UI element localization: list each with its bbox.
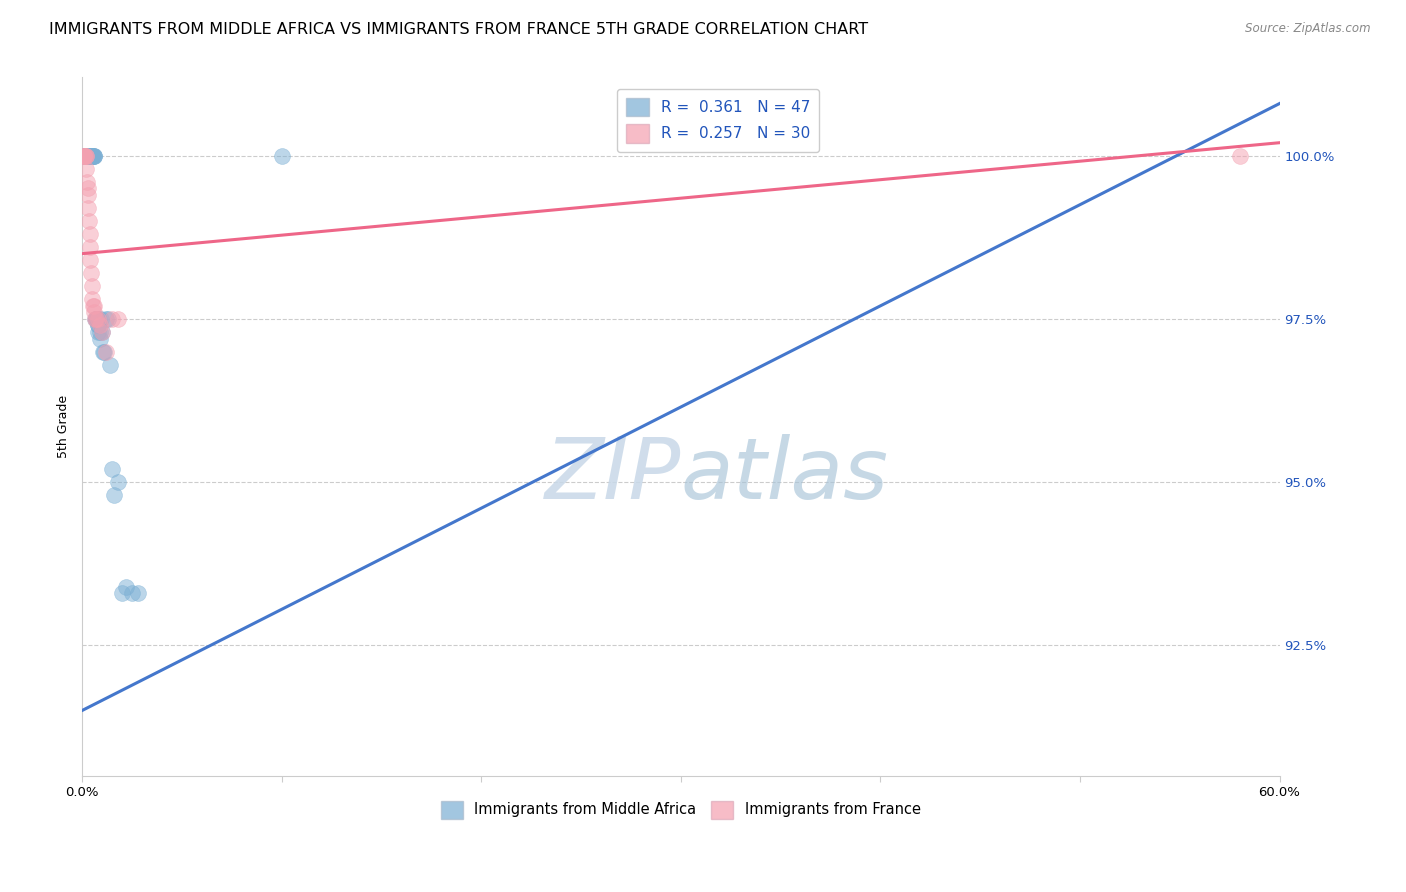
Point — [79, 149, 101, 163]
Point — [77, 149, 100, 163]
Point — [101, 312, 124, 326]
Point — [76, 149, 98, 163]
Point — [90, 312, 112, 326]
Point — [93, 344, 115, 359]
Point — [86, 312, 108, 326]
Point — [83, 149, 105, 163]
Point — [86, 312, 108, 326]
Point — [84, 312, 107, 326]
Point — [83, 149, 105, 163]
Point — [80, 266, 103, 280]
Point — [75, 161, 97, 176]
Point — [101, 462, 124, 476]
Point — [82, 149, 104, 163]
Point — [79, 253, 101, 268]
Point — [107, 475, 129, 489]
Point — [91, 344, 114, 359]
Point — [87, 325, 110, 339]
Point — [1229, 149, 1251, 163]
Point — [80, 279, 103, 293]
Point — [94, 344, 117, 359]
Point — [83, 305, 105, 319]
Point — [83, 299, 105, 313]
Point — [77, 149, 100, 163]
Point — [87, 318, 110, 333]
Point — [73, 149, 96, 163]
Point — [77, 149, 100, 163]
Point — [75, 149, 97, 163]
Point — [97, 312, 120, 326]
Point — [84, 312, 107, 326]
Point — [86, 318, 108, 333]
Point — [82, 299, 104, 313]
Point — [121, 586, 143, 600]
Point — [73, 149, 96, 163]
Point — [89, 325, 111, 339]
Y-axis label: 5th Grade: 5th Grade — [58, 395, 70, 458]
Point — [87, 312, 110, 326]
Point — [94, 312, 117, 326]
Point — [75, 149, 97, 163]
Point — [79, 149, 101, 163]
Point — [76, 149, 98, 163]
Text: Source: ZipAtlas.com: Source: ZipAtlas.com — [1246, 22, 1371, 36]
Point — [98, 358, 121, 372]
Point — [80, 293, 103, 307]
Point — [79, 227, 101, 241]
Point — [77, 214, 100, 228]
Point — [89, 332, 111, 346]
Point — [89, 318, 111, 333]
Point — [87, 312, 110, 326]
Point — [84, 312, 107, 326]
Point — [107, 312, 129, 326]
Point — [72, 149, 94, 163]
Point — [103, 488, 125, 502]
Point — [84, 312, 107, 326]
Point — [75, 149, 97, 163]
Point — [75, 149, 97, 163]
Point — [76, 175, 98, 189]
Text: IMMIGRANTS FROM MIDDLE AFRICA VS IMMIGRANTS FROM FRANCE 5TH GRADE CORRELATION CH: IMMIGRANTS FROM MIDDLE AFRICA VS IMMIGRA… — [49, 22, 869, 37]
Point — [83, 149, 105, 163]
Point — [91, 325, 114, 339]
Point — [79, 240, 101, 254]
Point — [79, 149, 101, 163]
Text: atlas: atlas — [681, 434, 889, 517]
Point — [80, 149, 103, 163]
Point — [77, 188, 100, 202]
Point — [82, 149, 104, 163]
Point — [84, 312, 107, 326]
Text: ZIP: ZIP — [544, 434, 681, 517]
Point — [73, 149, 96, 163]
Point — [80, 149, 103, 163]
Point — [111, 586, 134, 600]
Point — [75, 149, 97, 163]
Legend: Immigrants from Middle Africa, Immigrants from France: Immigrants from Middle Africa, Immigrant… — [434, 795, 927, 824]
Point — [270, 149, 292, 163]
Point — [115, 580, 138, 594]
Point — [80, 149, 103, 163]
Point — [77, 201, 100, 215]
Point — [91, 325, 114, 339]
Point — [76, 181, 98, 195]
Point — [127, 586, 149, 600]
Point — [73, 149, 96, 163]
Point — [73, 149, 96, 163]
